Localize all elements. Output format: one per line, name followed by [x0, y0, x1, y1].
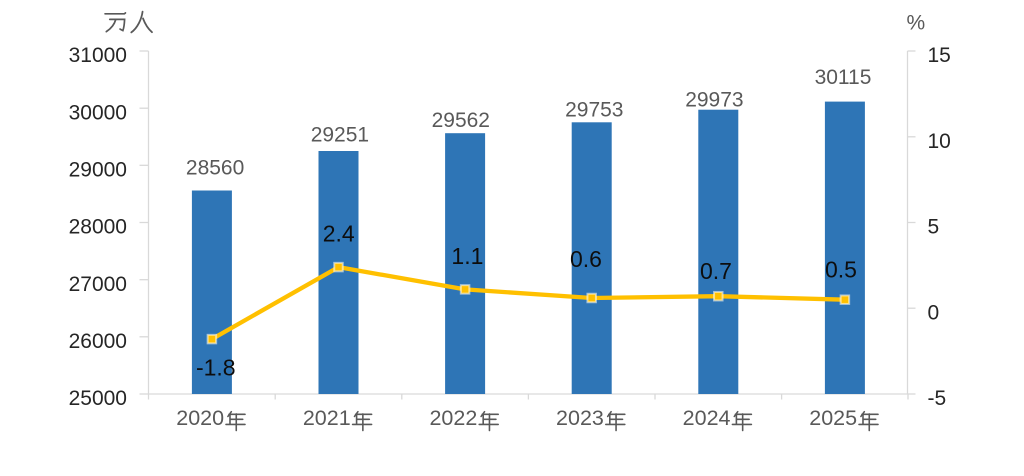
svg-text:0.6: 0.6: [570, 246, 602, 272]
svg-text:0: 0: [928, 301, 940, 324]
svg-text:27000: 27000: [69, 273, 127, 296]
svg-text:2021: 2021: [303, 406, 351, 430]
svg-text:31000: 31000: [69, 44, 127, 67]
svg-text:1.1: 1.1: [451, 243, 483, 269]
svg-text:30000: 30000: [69, 101, 127, 124]
svg-text:29973: 29973: [685, 88, 743, 111]
svg-text:0.5: 0.5: [825, 257, 857, 283]
svg-text:2.4: 2.4: [323, 220, 355, 246]
svg-text:29251: 29251: [311, 123, 369, 146]
svg-text:-1.8: -1.8: [196, 354, 236, 380]
svg-text:15: 15: [928, 44, 951, 67]
svg-text:2025: 2025: [809, 406, 857, 430]
svg-text:5: 5: [928, 216, 940, 239]
svg-text:2024: 2024: [683, 406, 731, 430]
svg-text:28000: 28000: [69, 216, 127, 239]
svg-text:29562: 29562: [432, 109, 490, 132]
svg-text:%: %: [907, 11, 926, 34]
svg-text:2023: 2023: [556, 406, 604, 430]
svg-text:0.7: 0.7: [700, 258, 732, 284]
svg-text:30115: 30115: [815, 66, 872, 89]
svg-text:29753: 29753: [565, 98, 623, 121]
svg-text:2022: 2022: [429, 406, 477, 430]
svg-text:2020: 2020: [176, 406, 224, 430]
svg-text:25000: 25000: [69, 387, 127, 410]
svg-text:10: 10: [928, 130, 951, 153]
svg-text:-5: -5: [928, 387, 947, 410]
svg-text:26000: 26000: [69, 330, 127, 353]
svg-text:28560: 28560: [186, 157, 244, 180]
svg-text:29000: 29000: [69, 159, 127, 182]
